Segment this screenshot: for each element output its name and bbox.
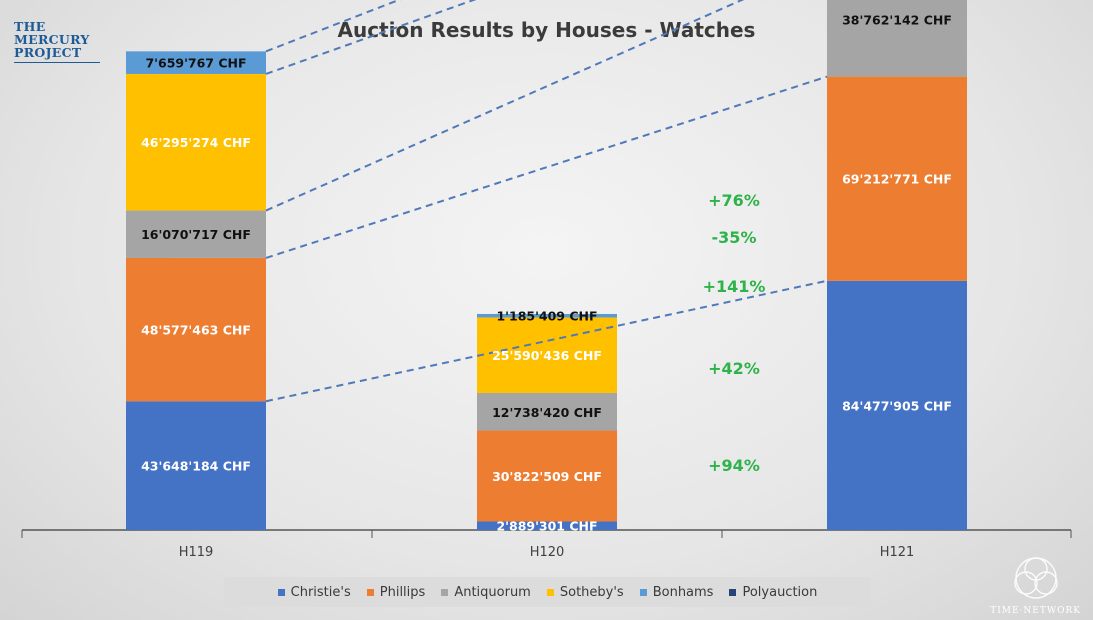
growth-annotation: +141% — [703, 277, 766, 296]
bar-segment — [827, 76, 967, 281]
legend-swatch — [546, 588, 554, 596]
growth-annotation: -35% — [712, 228, 757, 247]
legend-item: Bonhams — [639, 584, 714, 600]
growth-annotation: +76% — [708, 191, 760, 210]
bar-segment — [477, 430, 617, 522]
bar-segment — [477, 521, 617, 530]
x-tick-label: H121 — [880, 545, 915, 560]
logo-line: MERCURY — [14, 32, 90, 47]
legend-label: Bonhams — [652, 584, 714, 600]
bar-segment — [477, 392, 617, 431]
legend-item: Sotheby's — [546, 584, 624, 600]
data-label: 16'070'717 CHF — [141, 227, 251, 242]
data-label: 46'295'274 CHF — [141, 135, 251, 150]
legend-label: Phillips — [379, 584, 426, 600]
legend-label: Sotheby's — [559, 584, 624, 600]
connector-line — [265, 0, 477, 75]
legend-label: Polyauction — [742, 584, 818, 600]
data-label: 48'577'463 CHF — [141, 323, 251, 338]
legend-label: Christie's — [290, 584, 351, 600]
x-tick-label: H120 — [530, 545, 565, 560]
legend-label: Antiquorum — [454, 584, 531, 600]
logo-line: PROJECT — [14, 45, 82, 60]
legend-swatch — [441, 588, 449, 596]
data-label: 43'648'184 CHF — [141, 459, 251, 474]
bar-segment — [126, 51, 266, 74]
legend-swatch — [366, 588, 374, 596]
legend-item: Antiquorum — [441, 585, 531, 600]
bar-segment — [126, 401, 266, 530]
chart-legend: Christie's Phillips Antiquorum Sotheby's Bon… — [224, 577, 871, 607]
stacked-bar-chart: H119 H120 H121 43'648'184 CHF 48'577'463 CHF… — [21, 0, 1072, 560]
connector-line — [265, 0, 745, 212]
data-label: 7'659'767 CHF — [145, 56, 246, 71]
data-label: 2'889'301 CHF — [496, 519, 597, 534]
legend-item: Polyauction — [729, 585, 817, 600]
legend-swatch — [277, 588, 285, 596]
data-label: 25'590'436 CHF — [492, 348, 602, 363]
bar-segment — [477, 313, 617, 318]
watermark-text: TIME·NETWORK — [990, 606, 1081, 616]
watermark: TIME·NETWORK — [990, 553, 1081, 616]
bar-segment — [126, 73, 266, 211]
growth-annotation: +94% — [708, 456, 760, 475]
bar-segment — [126, 257, 266, 402]
connector-line — [265, 75, 828, 259]
data-label: 1'185'409 CHF — [496, 309, 597, 324]
x-tick-label: H119 — [179, 545, 214, 560]
data-label: 12'738'420 CHF — [492, 405, 602, 420]
bar-segment — [126, 210, 266, 258]
data-label: 69'212'771 CHF — [842, 172, 952, 187]
bar-segment — [477, 317, 617, 393]
legend-swatch — [639, 588, 647, 596]
logo-line: THE — [14, 19, 46, 34]
data-label: 30'822'509 CHF — [492, 469, 602, 484]
data-label: 84'477'905 CHF — [842, 398, 952, 413]
legend-item: Christie's — [277, 584, 351, 600]
bar-segment — [827, 280, 967, 530]
chart-title: Auction Results by Houses - Watches — [337, 18, 756, 42]
logo-underline — [14, 62, 100, 63]
data-label: 38'762'142 CHF — [842, 12, 952, 27]
bar-segment — [827, 0, 967, 77]
legend-item: Phillips — [366, 584, 426, 600]
knot-icon — [1013, 557, 1058, 599]
brand-logo: THE MERCURY PROJECT — [14, 20, 100, 63]
growth-annotation: +42% — [708, 359, 760, 378]
legend-swatch — [729, 588, 737, 596]
connector-line — [265, 0, 402, 53]
